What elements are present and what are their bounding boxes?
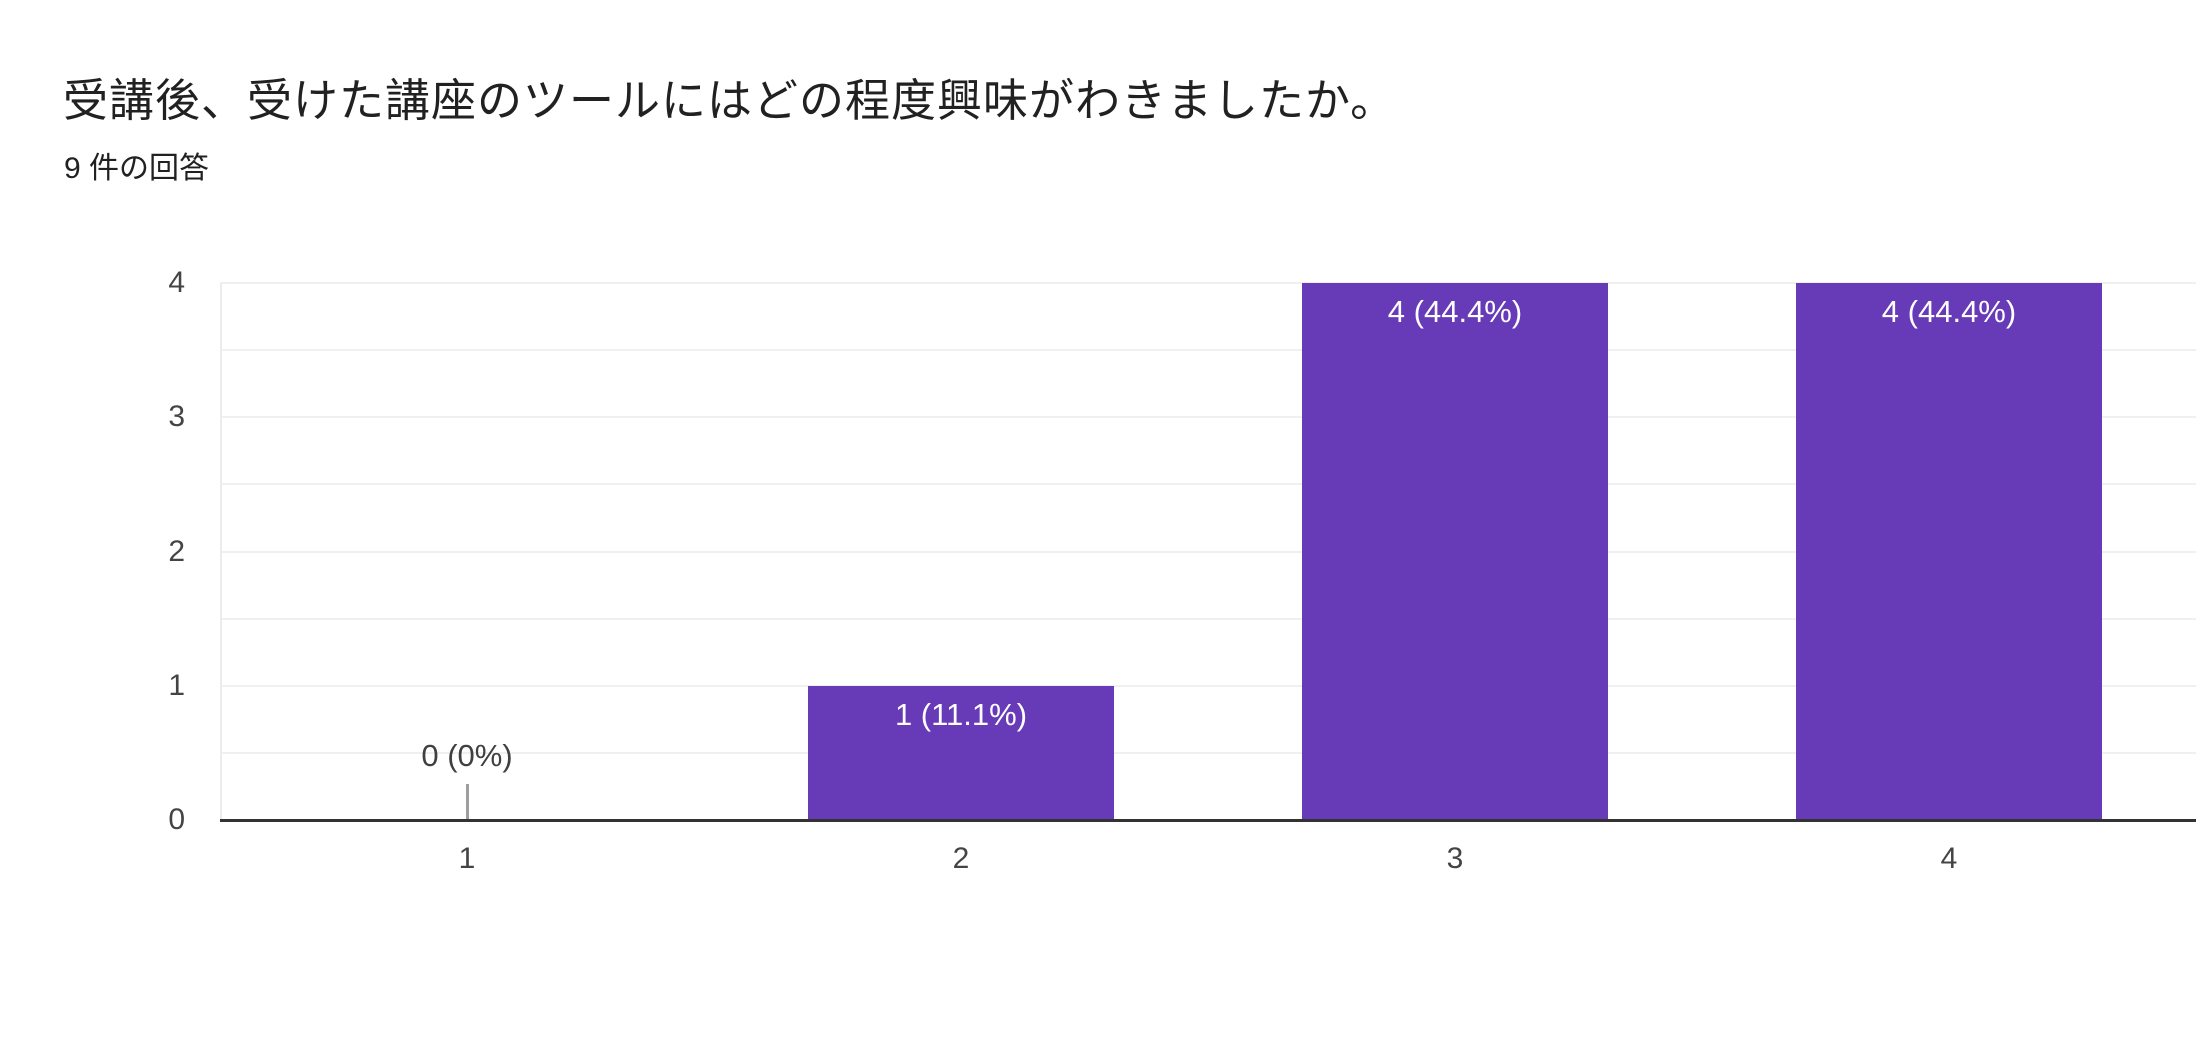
bar-value-label: 4 (44.4%)	[1387, 294, 1523, 329]
bar-value-label: 1 (11.1%)	[894, 696, 1028, 732]
y-axis-tick-label: 4	[168, 266, 185, 299]
y-axis-tick-label: 1	[168, 668, 185, 702]
bar	[1796, 283, 2102, 820]
bar	[1302, 283, 1608, 820]
bar-value-label: 4 (44.4%)	[1881, 294, 2017, 329]
gridline	[220, 416, 2196, 419]
gridline	[220, 550, 2196, 553]
bar	[808, 685, 1114, 820]
gridline	[220, 617, 2196, 620]
x-axis-baseline	[220, 819, 2196, 822]
y-axis-tick-label: 3	[168, 400, 185, 434]
x-axis-tick-label: 2	[952, 842, 970, 875]
chart-question-title: 受講後、受けた講座のツールにはどの程度興味がわきましたか。	[63, 75, 1397, 126]
response-count: 9 件の回答	[64, 152, 210, 185]
x-axis-tick-label: 4	[1940, 842, 1958, 875]
x-axis-tick-label: 1	[458, 842, 476, 875]
plot-left-border	[220, 283, 222, 820]
zero-value-label: 0 (0%)	[421, 738, 513, 773]
gridline	[220, 483, 2196, 486]
y-axis-tick-label: 2	[168, 534, 185, 568]
gridline	[220, 751, 2196, 754]
zero-value-tick	[466, 784, 469, 820]
gridline	[220, 684, 2196, 687]
x-axis-tick-label: 3	[1446, 842, 1464, 875]
gridline	[220, 282, 2196, 284]
gridline	[220, 349, 2196, 352]
y-axis-tick-label: 0	[168, 803, 185, 836]
